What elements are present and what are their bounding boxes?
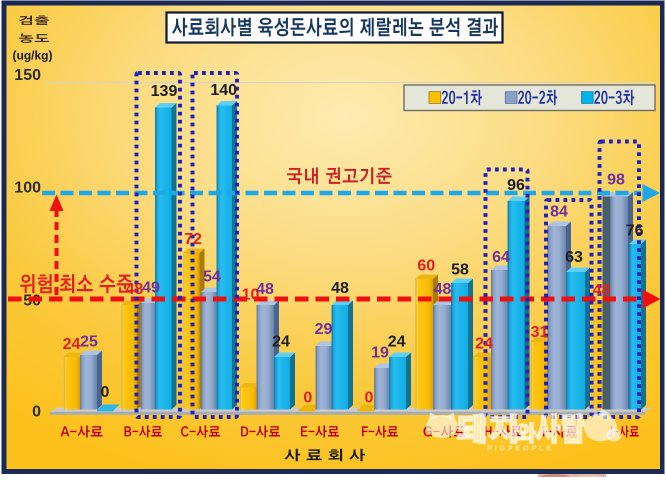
svg-text:64: 64 bbox=[492, 249, 510, 266]
svg-text:48: 48 bbox=[331, 280, 349, 297]
svg-text:49: 49 bbox=[142, 280, 160, 297]
svg-text:24: 24 bbox=[272, 334, 290, 351]
svg-text:48: 48 bbox=[126, 281, 144, 298]
svg-text:98: 98 bbox=[607, 172, 625, 189]
svg-text:0: 0 bbox=[32, 404, 41, 421]
svg-text:0: 0 bbox=[303, 390, 312, 407]
svg-text:54: 54 bbox=[203, 269, 221, 286]
svg-text:25: 25 bbox=[80, 334, 98, 351]
svg-text:72: 72 bbox=[184, 231, 202, 248]
svg-text:19: 19 bbox=[371, 345, 389, 362]
svg-text:58: 58 bbox=[451, 262, 469, 279]
svg-text:139: 139 bbox=[151, 83, 178, 100]
svg-text:60: 60 bbox=[417, 258, 435, 275]
svg-text:24: 24 bbox=[475, 336, 493, 353]
svg-text:63: 63 bbox=[565, 249, 583, 266]
svg-text:0: 0 bbox=[365, 390, 374, 407]
svg-text:76: 76 bbox=[626, 223, 644, 240]
svg-text:84: 84 bbox=[550, 204, 568, 221]
svg-text:24: 24 bbox=[63, 336, 81, 353]
svg-text:48: 48 bbox=[593, 282, 611, 299]
svg-text:PIGPEOPLE: PIGPEOPLE bbox=[487, 444, 554, 453]
svg-text:24: 24 bbox=[388, 334, 406, 351]
svg-text:0: 0 bbox=[101, 384, 110, 401]
svg-text:(ug/kg): (ug/kg) bbox=[13, 49, 53, 63]
svg-text:48: 48 bbox=[434, 281, 452, 298]
svg-text:96: 96 bbox=[507, 177, 525, 194]
svg-text:150: 150 bbox=[14, 67, 41, 84]
svg-text:29: 29 bbox=[315, 321, 333, 338]
svg-text:31: 31 bbox=[531, 324, 549, 341]
svg-text:140: 140 bbox=[210, 82, 237, 99]
svg-text:48: 48 bbox=[256, 281, 274, 298]
svg-text:100: 100 bbox=[14, 180, 41, 197]
svg-text:10: 10 bbox=[242, 287, 260, 304]
